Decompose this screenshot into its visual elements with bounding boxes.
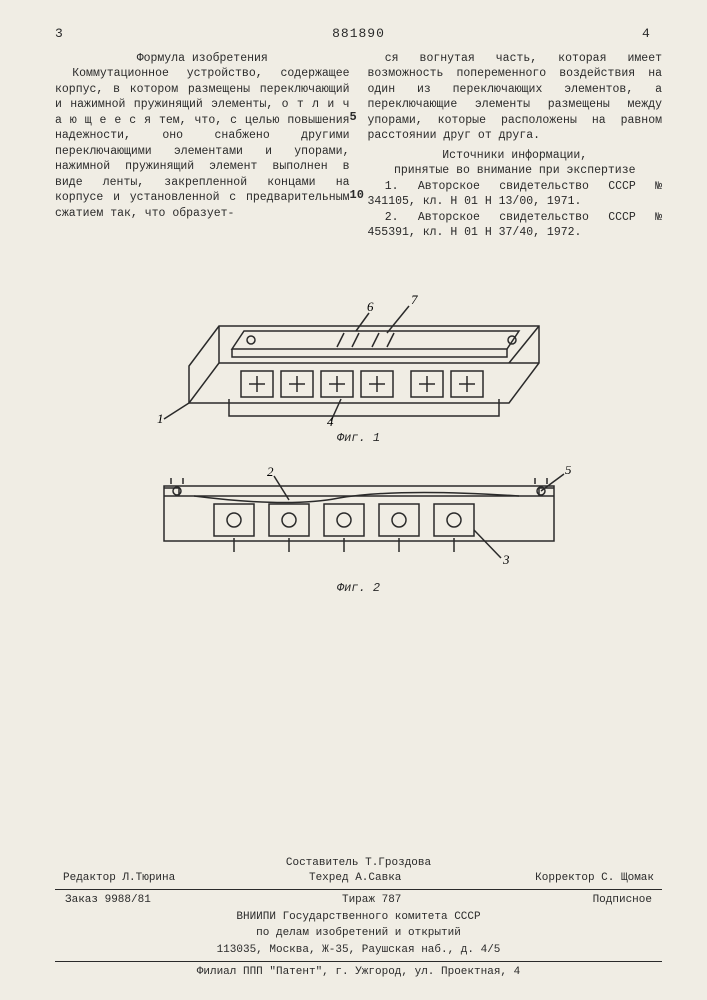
ref-6: 6 [367,299,374,314]
fig2-label: Фиг. 2 [55,580,662,596]
order-number: Заказ 9988/81 [65,893,151,908]
ref-3: 3 [502,552,510,567]
claim-text: Коммутационное устройство, содержащее ко… [55,66,350,221]
ref-2: 2 [267,466,274,479]
header-row: 3 881890 4 [55,25,662,43]
ref-1: 1 [157,411,164,426]
ref-7: 7 [411,292,418,307]
figure-2: 2 5 3 [139,466,579,576]
techred: Техред А.Савка [309,871,401,886]
editor: Редактор Л.Тюрина [63,871,175,886]
fig1-label: Фиг. 1 [55,430,662,446]
ref-4: 4 [327,414,334,426]
org-line-1: ВНИИПИ Государственного комитета СССР [55,910,662,925]
line-number-5: 5 [350,109,357,125]
podpisnoe: Подписное [593,893,652,908]
source-1: 1. Авторское свидетельство СССР № 341105… [368,179,663,210]
patent-number: 881890 [332,25,385,43]
branch: Филиал ППП "Патент", г. Ужгород, ул. Про… [55,965,662,980]
divider-2 [55,961,662,962]
drawings-area: 1 4 6 7 Фиг. 1 [55,271,662,596]
compiler: Составитель Т.Гроздова [55,856,662,871]
column-number-right: 4 [642,25,662,43]
figure-1: 1 4 6 7 [149,271,569,426]
tirazh: Тираж 787 [342,893,401,908]
sources-title: Источники информации, принятые во вниман… [368,148,663,179]
line-number-10: 10 [350,187,364,203]
formula-title: Формула изобретения [55,51,350,67]
source-2: 2. Авторское свидетельство СССР № 455391… [368,210,663,241]
claim-text-cont: ся вогнутая часть, которая имеет возможн… [368,51,663,144]
ref-5: 5 [565,466,572,477]
text-columns: Формула изобретения Коммутационное устро… [55,51,662,241]
address: 113035, Москва, Ж-35, Раушская наб., д. … [55,943,662,958]
org-line-2: по делам изобретений и открытий [55,926,662,941]
column-number-left: 3 [55,25,75,43]
divider [55,889,662,890]
footer: Составитель Т.Гроздова Редактор Л.Тюрина… [55,856,662,980]
right-column: 5 10 ся вогнутая часть, которая имеет во… [368,51,663,241]
corrector: Корректор С. Щомак [535,871,654,886]
left-column: Формула изобретения Коммутационное устро… [55,51,350,241]
